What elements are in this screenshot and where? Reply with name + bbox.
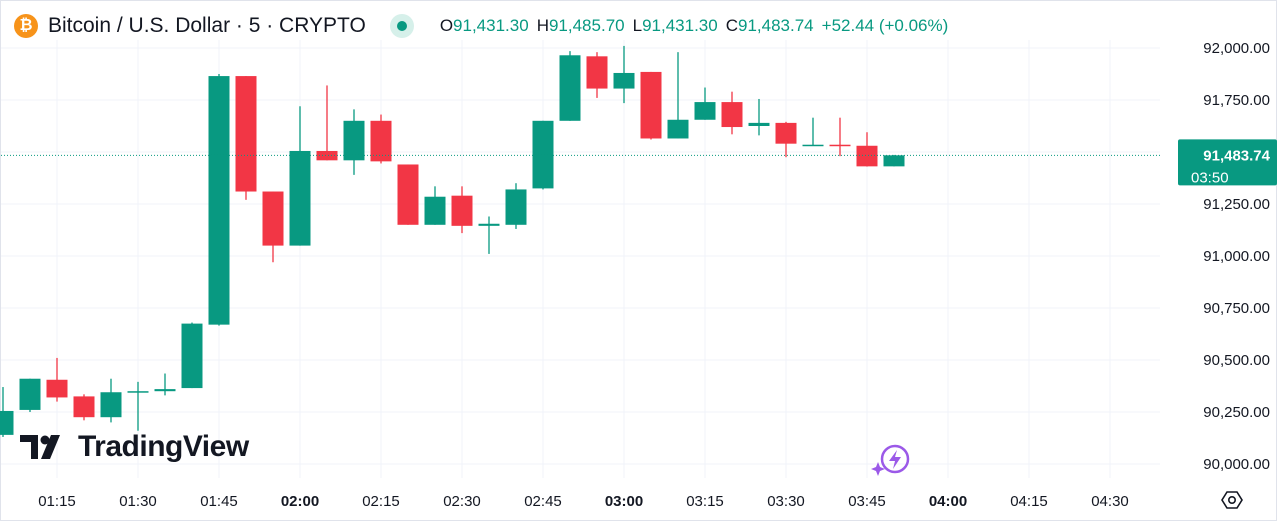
candle-body (343, 120, 365, 161)
close-key: C (725, 16, 738, 35)
candle-body (559, 55, 581, 121)
candle-body (208, 76, 230, 325)
candle-body (235, 76, 257, 192)
time-axis-label: 02:15 (362, 493, 400, 510)
time-axis-label: 03:15 (686, 493, 724, 510)
open-value: 91,431.30 (453, 16, 529, 35)
candle-body (127, 391, 149, 393)
candle-body (154, 389, 176, 392)
candle-body (775, 122, 797, 144)
time-axis-label: 01:15 (38, 493, 76, 510)
candle-body (829, 144, 851, 147)
candle-body (856, 145, 878, 167)
time-axis-label: 02:30 (443, 493, 481, 510)
price-axis-label: 91,000.00 (1203, 248, 1270, 265)
last-price-tag-value: 91,483.74 (1203, 147, 1270, 164)
candle-body (532, 120, 554, 189)
candle-body (640, 71, 662, 139)
time-axis-label: 04:30 (1091, 493, 1129, 510)
high-key: H (536, 16, 549, 35)
candle-body (424, 196, 446, 225)
candle-body (667, 119, 689, 139)
chart-header: ₿ Bitcoin / U.S. Dollar · 5 · CRYPTO O 91… (14, 13, 948, 39)
candle-body (289, 150, 311, 246)
market-open-dot (396, 21, 407, 31)
candle-body (0, 410, 14, 435)
candle-body (883, 155, 905, 167)
candle-body (748, 122, 770, 126)
candle-body (100, 392, 122, 418)
candle-body (262, 191, 284, 246)
candle-body (721, 102, 743, 128)
ai-assistant-icon[interactable] (870, 442, 914, 483)
open-key: O (439, 16, 454, 35)
time-axis-label: 02:00 (281, 493, 319, 510)
tradingview-logo[interactable]: TradingView (20, 430, 249, 464)
candle-body (397, 164, 419, 225)
low-value: 91,431.30 (642, 16, 718, 35)
time-axis-label: 03:30 (767, 493, 805, 510)
logo-text: TradingView (78, 430, 249, 463)
candle-body (802, 144, 824, 147)
time-axis-label: 04:15 (1010, 493, 1048, 510)
close-value: 91,483.74 (738, 16, 814, 35)
candle-body (370, 120, 392, 162)
candle-countdown: 03:50 (1191, 169, 1229, 186)
candle-body (73, 396, 95, 418)
ohlc-readout: O 91,431.30 H 91,485.70 L 91,431.30 C 91,483… (434, 16, 948, 36)
time-axis-label: 03:45 (848, 493, 886, 510)
candle-body (316, 150, 338, 161)
candle-body (19, 378, 41, 410)
candle-body (613, 72, 635, 89)
price-axis-label: 92,000.00 (1203, 40, 1270, 57)
candle-body (46, 379, 68, 398)
candle-body (505, 189, 527, 225)
bitcoin-icon: ₿ (14, 14, 38, 38)
time-axis-label: 01:45 (200, 493, 238, 510)
time-axis-label: 04:00 (929, 493, 967, 510)
candle-body (478, 223, 500, 226)
candle-body (586, 56, 608, 89)
price-axis-label: 91,750.00 (1203, 92, 1270, 109)
high-value: 91,485.70 (548, 16, 625, 35)
change-value: +52.44 (+0.06%) (821, 16, 949, 35)
price-axis-label: 90,500.00 (1203, 352, 1270, 369)
price-axis-label: 90,750.00 (1203, 300, 1270, 317)
low-key: L (632, 16, 643, 35)
price-axis-label: 90,000.00 (1203, 456, 1270, 473)
symbol-title[interactable]: Bitcoin / U.S. Dollar · 5 · CRYPTO (48, 14, 366, 37)
candle-body (694, 102, 716, 120)
market-status-icon[interactable] (389, 14, 414, 38)
tradingview-logo-icon (20, 435, 60, 459)
price-axis-label: 91,250.00 (1203, 196, 1270, 213)
settings-icon[interactable] (1221, 489, 1243, 516)
last-price-tag (1178, 139, 1277, 186)
candle-body (451, 195, 473, 226)
time-axis-label: 03:00 (605, 493, 643, 510)
price-axis-label: 90,250.00 (1203, 404, 1270, 421)
candle-body (181, 323, 203, 389)
time-axis-label: 02:45 (524, 493, 562, 510)
time-axis-label: 01:30 (119, 493, 157, 510)
